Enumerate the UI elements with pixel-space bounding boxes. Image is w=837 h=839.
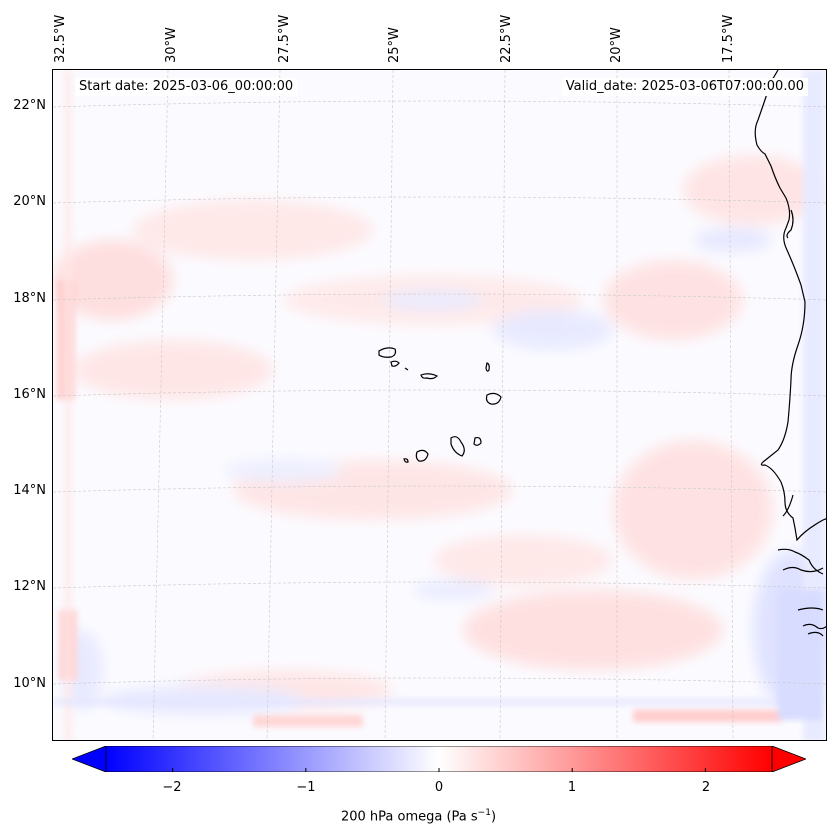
graticule [53, 70, 826, 740]
sao-nicolau-island [420, 373, 439, 380]
colorbar-graphic [70, 745, 808, 773]
colorbar-tick-minus2: −2 [162, 780, 182, 795]
valid-date-label: Valid_date: 2025-03-06T07:00:00.00 [561, 78, 808, 96]
sao-vicente-island [390, 360, 400, 367]
lon-label-22.5W: 22.5°W [499, 14, 514, 63]
maio-island [473, 436, 482, 446]
colorbar-tickmarks [172, 768, 706, 772]
colorbar-ramp [105, 745, 773, 773]
omega-map: Start date: 2025-03-06_00:00:00 Valid_da… [52, 69, 827, 741]
santa-luzia-island [404, 367, 409, 371]
colorbar-extend-max [771, 745, 808, 773]
lon-label-32.5W: 32.5°W [53, 14, 68, 63]
omega-edge-bands [53, 70, 826, 740]
lat-label-10N: 10°N [13, 676, 46, 691]
colorbar-tick-2: 2 [701, 780, 711, 795]
colorbar-tick-1: 1 [567, 780, 577, 795]
omega-shading [53, 155, 826, 715]
brava-island [403, 458, 409, 463]
sal-island [485, 362, 490, 372]
lon-label-17.5W: 17.5°W [721, 14, 736, 63]
colorbar-label: 200 hPa omega (Pa s−1) [340, 808, 497, 825]
africa-coastline [754, 70, 826, 637]
colorbar [70, 745, 808, 773]
lat-label-14N: 14°N [13, 483, 46, 498]
colorbar-tick-minus1: −1 [296, 780, 316, 795]
santiago-island [450, 436, 465, 457]
boa-vista-island [485, 392, 502, 405]
santo-antao-island [378, 347, 397, 358]
lat-label-18N: 18°N [13, 291, 46, 306]
colorbar-extend-min [70, 745, 107, 773]
lat-label-22N: 22°N [13, 98, 46, 113]
cape-verde-islands [378, 347, 502, 463]
lon-label-25W: 25°W [387, 27, 402, 63]
lat-label-20N: 20°N [13, 194, 46, 209]
lat-label-12N: 12°N [13, 579, 46, 594]
lon-label-20W: 20°W [609, 27, 624, 63]
start-date-label: Start date: 2025-03-06_00:00:00 [75, 78, 298, 96]
omega-field [53, 70, 826, 740]
lat-label-16N: 16°N [13, 387, 46, 402]
fogo-island [415, 449, 429, 462]
lon-label-27.5W: 27.5°W [277, 14, 292, 63]
lon-label-30W: 30°W [164, 27, 179, 63]
colorbar-tick-0: 0 [434, 780, 444, 795]
